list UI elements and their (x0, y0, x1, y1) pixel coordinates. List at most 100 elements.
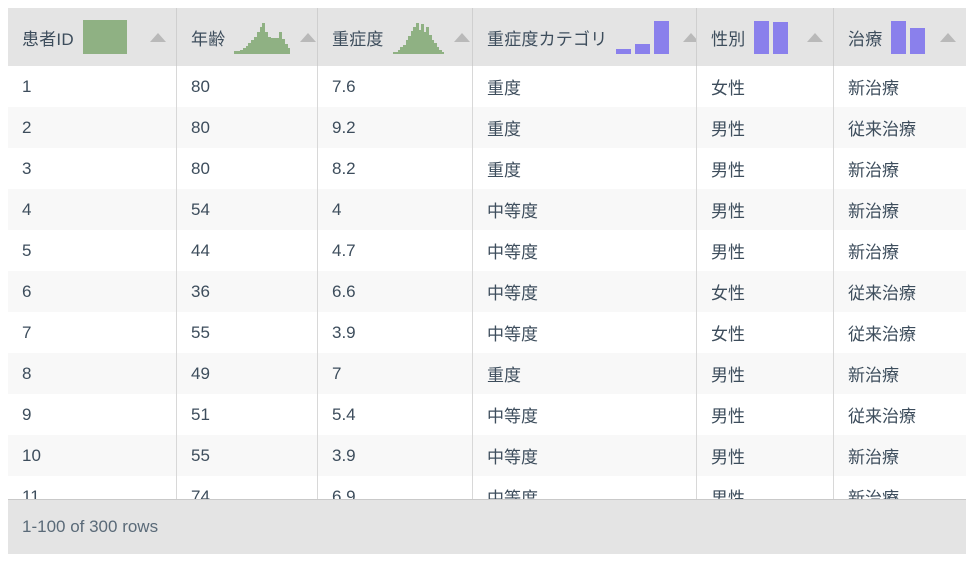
table-row[interactable]: 8 49 7 重度 男性 新治療 (8, 353, 966, 394)
table-cell: 従来治療 (848, 325, 916, 344)
table-cell: 5 (8, 230, 177, 271)
caret-up-icon (940, 32, 956, 42)
table-row[interactable]: 11 74 6.9 中等度 男性新治療 (8, 476, 966, 499)
histogram-bar (400, 47, 403, 54)
caret-up-icon (683, 32, 696, 42)
table-cell: 3.9 (318, 312, 473, 353)
table-cell: 男性 (697, 353, 834, 394)
table-body[interactable]: 1 80 7.6 重度 女性 新治療 2 80 9.2 重度 男性 従来治療 3 80 8.2 重度 男性 新治療… (8, 66, 966, 499)
histogram-bar (267, 37, 271, 54)
table-cell: 中等度 (473, 189, 697, 230)
table-row[interactable]: 7 55 3.9 中等度 女性 従来治療 (8, 312, 966, 353)
column-header-1[interactable]: 年齢 (177, 8, 318, 66)
histogram-bar (234, 51, 238, 54)
table-cell: 80 (177, 66, 318, 107)
histogram-bar (251, 40, 254, 54)
table-row[interactable]: 4 54 4 中等度 男性 新治療 (8, 189, 966, 230)
histogram-bar (439, 50, 442, 54)
sort-button[interactable] (930, 32, 956, 42)
histogram-bar (287, 48, 291, 54)
histogram-bar (421, 24, 424, 54)
table-cell: 3.9 (318, 435, 473, 476)
column-header-4[interactable]: 性別 (697, 8, 834, 66)
table-cell: 女性 (697, 66, 834, 107)
table-row[interactable]: 5 44 4.7 中等度 男性 新治療 (8, 230, 966, 271)
histogram-bar (410, 31, 414, 54)
table-cell: 新治療 (848, 489, 899, 499)
table-row[interactable]: 1 80 7.6 重度 女性 新治療 (8, 66, 966, 107)
table-cell: 男性 (697, 476, 834, 499)
table-cell: 重度 (473, 353, 697, 394)
histogram-bar (262, 23, 266, 54)
table-row[interactable]: 10 55 3.9 中等度 男性 新治療 (8, 435, 966, 476)
histogram-bar (270, 38, 274, 54)
column-header-2[interactable]: 重症度 (318, 8, 473, 66)
caret-up-icon (807, 32, 823, 42)
table-row[interactable]: 3 80 8.2 重度 男性 新治療 (8, 148, 966, 189)
histogram-bar (397, 50, 401, 54)
histogram-bar (431, 40, 435, 54)
table-cell: 女性 (697, 271, 834, 312)
table-cell: 新治療 (848, 243, 899, 262)
sort-button[interactable] (797, 32, 823, 42)
histogram-bar (237, 51, 240, 54)
table-cell: 男性 (697, 435, 834, 476)
table-cell: 74 (177, 476, 318, 499)
histogram-bar (428, 35, 432, 54)
age-histogram-sparkline (234, 20, 291, 54)
table-cell: 従来治療 (848, 407, 916, 426)
category-bar (754, 21, 770, 54)
sort-button[interactable] (444, 32, 471, 42)
column-header-label: 性別 (711, 29, 746, 49)
histogram-bar (281, 39, 285, 54)
histogram-bar (265, 32, 268, 54)
table-cell: 重度 (473, 107, 697, 148)
severity-category-bars-sparkline (616, 20, 673, 54)
table-cell: 6.9 (318, 476, 473, 499)
histogram-bar (245, 46, 249, 54)
column-header-3[interactable]: 重症度カテゴリ (473, 8, 697, 66)
histogram-bar (436, 47, 440, 54)
column-header-label: 患者ID (22, 29, 74, 49)
column-header-label: 年齢 (191, 29, 226, 49)
histogram-bar (415, 23, 419, 54)
sort-button[interactable] (673, 32, 696, 42)
table-cell: 中等度 (473, 271, 697, 312)
caret-up-icon (300, 32, 317, 42)
histogram-bar (242, 48, 246, 54)
table-cell: 中等度 (473, 435, 697, 476)
table-cell: 新治療 (848, 161, 899, 180)
histogram-bar (256, 32, 260, 54)
table-cell: 男性 (697, 230, 834, 271)
table-cell: 中等度 (473, 476, 697, 499)
column-header-5[interactable]: 治療 (834, 8, 966, 66)
gender-bars-sparkline (754, 20, 792, 54)
column-header-label: 重症度カテゴリ (487, 29, 608, 49)
column-header-0[interactable]: 患者ID (8, 8, 177, 66)
table-cell: 4.7 (318, 230, 473, 271)
sort-button[interactable] (290, 32, 317, 42)
table-cell: 男性 (697, 107, 834, 148)
table-row[interactable]: 6 36 6.6 中等度 女性 従来治療 (8, 271, 966, 312)
table-row[interactable]: 2 80 9.2 重度 男性 従来治療 (8, 107, 966, 148)
table-cell: 5.4 (318, 394, 473, 435)
category-bar (635, 44, 651, 54)
table-row[interactable]: 9 51 5.4 中等度 男性 従来治療 (8, 394, 966, 435)
table-cell: 36 (177, 271, 318, 312)
table-footer: 1-100 of 300 rows P (8, 499, 966, 554)
table-cell: 11 (8, 476, 177, 499)
histogram-bar (408, 36, 411, 54)
table-cell: 54 (177, 189, 318, 230)
histogram-bar (426, 27, 429, 54)
histogram-bar (402, 45, 406, 54)
category-bar (616, 49, 632, 54)
table-cell: 女性 (697, 312, 834, 353)
sort-button[interactable] (140, 32, 166, 42)
caret-up-icon (150, 32, 166, 42)
table-cell: 51 (177, 394, 318, 435)
table-cell: 80 (177, 107, 318, 148)
table-cell: 7 (318, 353, 473, 394)
table-cell: 男性 (697, 189, 834, 230)
table-cell: 3 (8, 148, 177, 189)
